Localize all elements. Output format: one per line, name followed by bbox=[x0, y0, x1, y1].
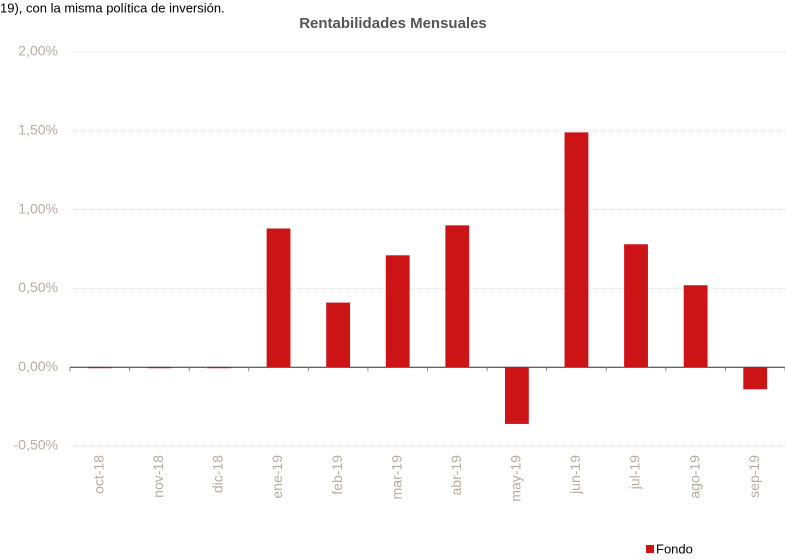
x-tick-label: mar-19 bbox=[388, 455, 404, 500]
header-text: 19), con la misma política de inversión. bbox=[0, 0, 225, 15]
bar bbox=[743, 367, 768, 390]
bar bbox=[326, 302, 351, 368]
bar bbox=[683, 285, 708, 368]
bar bbox=[207, 367, 231, 369]
chart-title: Rentabilidades Mensuales bbox=[299, 15, 487, 32]
x-tick-label: feb-19 bbox=[329, 455, 345, 495]
bar bbox=[385, 255, 410, 368]
y-tick-label: 1,50% bbox=[18, 122, 58, 138]
x-tick-label: ago-19 bbox=[686, 455, 702, 499]
legend-label: Fondo bbox=[656, 541, 693, 556]
bar bbox=[445, 225, 470, 368]
bar bbox=[147, 367, 172, 369]
bar bbox=[266, 228, 291, 368]
x-tick-label: abr-19 bbox=[448, 455, 464, 496]
x-tick-label: jun-19 bbox=[567, 455, 583, 495]
y-tick-label: 2,00% bbox=[18, 43, 58, 59]
x-tick-label: may-19 bbox=[508, 455, 524, 502]
bar bbox=[624, 244, 648, 368]
legend-swatch bbox=[646, 545, 654, 553]
x-tick-label: dic-18 bbox=[210, 455, 226, 493]
bar bbox=[564, 132, 589, 368]
x-tick-label: nov-18 bbox=[150, 455, 166, 498]
bar bbox=[87, 367, 112, 369]
x-tick-label: ene-19 bbox=[269, 455, 285, 499]
x-tick-label: oct-18 bbox=[90, 455, 106, 494]
y-tick-label: 0,00% bbox=[18, 358, 58, 374]
y-tick-label: -0,50% bbox=[14, 437, 58, 453]
bar bbox=[504, 367, 529, 424]
x-tick-label: sep-19 bbox=[746, 455, 762, 498]
y-tick-label: 0,50% bbox=[18, 279, 58, 295]
x-tick-label: jul-19 bbox=[627, 455, 643, 490]
y-tick-label: 1,00% bbox=[18, 200, 58, 216]
